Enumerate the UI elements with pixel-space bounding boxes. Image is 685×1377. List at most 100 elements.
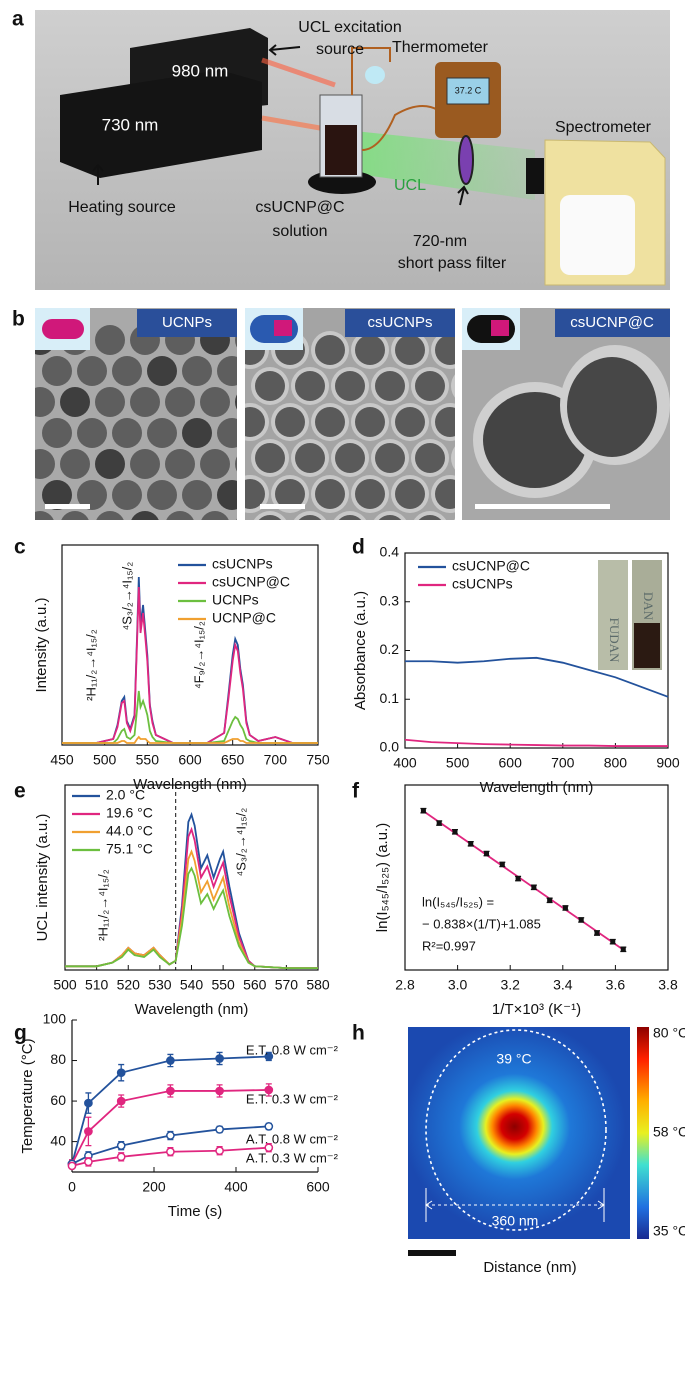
marker (215, 1086, 224, 1096)
particle (335, 443, 365, 473)
setup-label: csUCNP@C (255, 199, 344, 216)
y-axis-label: ln(I₅₄₅/I₅₂₅) (a.u.) (374, 823, 391, 932)
x-tick-label: 3.0 (448, 977, 468, 993)
panel-label: f (352, 780, 360, 803)
annotation: ⁴F₉/₂→⁴I₁₅/₂ (191, 621, 206, 689)
lens (365, 66, 385, 84)
particle (235, 394, 237, 410)
marker (116, 1152, 126, 1162)
particle (435, 335, 455, 365)
annotation: R²=0.997 (422, 938, 476, 953)
x-tick-label: 600 (499, 755, 523, 771)
legend-label: UCNP@C (212, 610, 276, 626)
colorbar-label: 58 °C (653, 1124, 685, 1140)
series-line (405, 656, 669, 698)
particle (235, 456, 237, 472)
particle (200, 449, 230, 479)
particle (42, 480, 72, 510)
marker (215, 1146, 224, 1156)
x-axis-label: Time (s) (168, 1203, 222, 1220)
point (499, 861, 505, 867)
legend-label: csUCNP@C (452, 558, 530, 574)
particle (201, 511, 229, 520)
y-tick-label: 0.4 (380, 544, 400, 560)
point (620, 946, 626, 952)
marker (84, 1098, 93, 1108)
marker (116, 1068, 126, 1078)
point (468, 841, 474, 847)
panel-a: 980 nm 730 nm UCL excitation source Ther… (35, 10, 670, 290)
panel-label: c (14, 536, 26, 559)
thermo-wire (351, 47, 391, 95)
heating-source-box (60, 70, 262, 178)
particle (258, 515, 282, 520)
panel-label: d (352, 536, 365, 559)
x-tick-label: 550 (211, 977, 235, 993)
particle (415, 371, 445, 401)
annotation: ²H₁₁/₂→⁴I₁₅/₂ (95, 869, 110, 941)
plot-frame (404, 784, 669, 971)
particle (112, 356, 142, 386)
y-tick-label: 0.3 (380, 592, 400, 608)
series-label: A.T. 0.3 W cm⁻² (246, 1150, 339, 1165)
particle (60, 387, 90, 417)
cuvette (598, 560, 628, 670)
marker (116, 1096, 126, 1106)
ucl-beam (345, 130, 535, 200)
series-label: A.T. 0.8 W cm⁻² (246, 1131, 339, 1146)
particle (435, 479, 455, 509)
particle (112, 480, 142, 510)
setup-label: short pass filter (398, 255, 507, 272)
particle (275, 407, 305, 437)
y-axis-label: Intensity (a.u.) (33, 597, 50, 692)
particle (182, 480, 212, 510)
particles (473, 345, 670, 498)
particle (378, 515, 402, 520)
legend-label: csUCNP@C (212, 574, 290, 590)
particle (77, 356, 107, 386)
setup-label: solution (272, 223, 327, 240)
point (420, 808, 426, 814)
shell (453, 518, 455, 520)
series-label: E.T. 0.8 W cm⁻² (246, 1042, 339, 1057)
width-label: 360 nm (492, 1213, 539, 1229)
y-tick-label: 80 (50, 1051, 66, 1067)
particle (338, 515, 362, 520)
setup-label: UCL (394, 177, 426, 194)
y-axis-label: Temperature (°C) (19, 1038, 36, 1153)
particle (77, 418, 107, 448)
point (436, 820, 442, 826)
particle (355, 479, 385, 509)
x-tick-label: 700 (551, 755, 575, 771)
sample-label: csUCNPs (367, 314, 432, 331)
label-box (137, 309, 237, 337)
particle (217, 356, 237, 386)
y-axis-label: UCL intensity (a.u.) (34, 814, 51, 942)
particle (245, 407, 265, 437)
x-tick-label: 580 (306, 977, 330, 993)
particle (435, 407, 455, 437)
series-line (62, 690, 318, 744)
source-label: 980 nm (172, 61, 229, 80)
panel-label: b (12, 308, 25, 331)
setup-label: source (316, 41, 364, 58)
marker (166, 1086, 175, 1096)
plot-frame (404, 552, 669, 749)
x-tick-label: 3.2 (500, 977, 520, 993)
particle (182, 356, 212, 386)
setup-label: 720-nm (413, 233, 467, 250)
x-tick-label: 500 (53, 977, 77, 993)
label-box (345, 309, 455, 337)
particle (182, 418, 212, 448)
point (484, 851, 490, 857)
x-tick-label: 600 (178, 752, 202, 768)
setup-label: UCL excitation (298, 19, 401, 36)
y-tick-label: 100 (43, 1011, 67, 1027)
arrow (457, 185, 469, 206)
particle (236, 518, 237, 520)
particle (165, 449, 195, 479)
particle (395, 335, 425, 365)
legend-label: csUCNPs (452, 576, 513, 592)
particle (355, 407, 385, 437)
thermo-wire (361, 105, 439, 151)
